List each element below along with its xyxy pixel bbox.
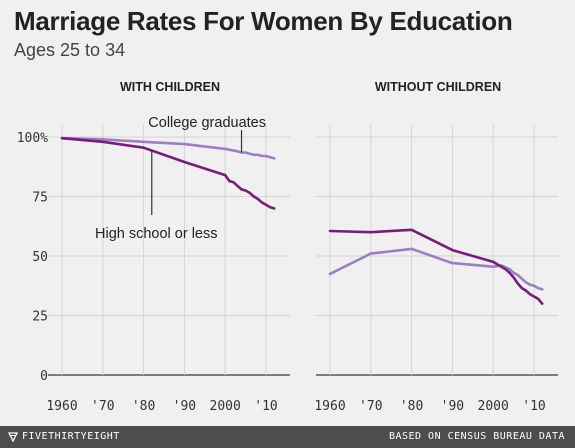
chart-subtitle: Ages 25 to 34 (14, 40, 126, 60)
footer-brand-label: FIVETHIRTYEIGHT (22, 431, 120, 442)
series-line-left-highschool (60, 136, 276, 210)
x-tick-label: 1960 (46, 399, 77, 414)
footer-bar: FIVETHIRTYEIGHT BASED ON CENSUS BUREAU D… (0, 426, 575, 448)
annotation-college: College graduates (148, 115, 266, 131)
x-tick-label: 2000 (478, 399, 509, 414)
x-tick-label: 1960 (314, 399, 345, 414)
panel-title-right: WITHOUT CHILDREN (375, 80, 501, 94)
footer-brand: FIVETHIRTYEIGHT (8, 431, 120, 442)
y-tick-label: 25 (32, 310, 48, 325)
series-line-right-highschool (328, 228, 544, 305)
y-tick-label: 0 (40, 369, 48, 384)
chart-title: Marriage Rates For Women By Education (14, 6, 513, 36)
x-tick-label: '80 (400, 399, 423, 414)
x-tick-label: '10 (254, 399, 277, 414)
y-tick-label: 100% (17, 131, 48, 146)
x-tick-label: 2000 (210, 399, 241, 414)
series-line-right-college (328, 247, 544, 291)
fivethirtyeight-logo-icon (8, 431, 18, 442)
footer-source: BASED ON CENSUS BUREAU DATA (388, 431, 565, 442)
panel-title-left: WITH CHILDREN (120, 80, 220, 94)
y-tick-label: 75 (32, 191, 48, 206)
annotation-highschool: High school or less (95, 226, 218, 242)
x-tick-label: '10 (522, 399, 545, 414)
x-tick-label: '70 (359, 399, 382, 414)
x-tick-label: '90 (441, 399, 464, 414)
x-tick-label: '70 (91, 399, 114, 414)
x-tick-label: '90 (173, 399, 196, 414)
line-chart: 0 25 50 75 100% 1960 '70 '80 '90 2000 '10 WITH CHIL… (17, 80, 558, 414)
series-line-left-college (60, 136, 276, 160)
x-tick-label: '80 (132, 399, 155, 414)
y-tick-label: 50 (32, 250, 48, 265)
